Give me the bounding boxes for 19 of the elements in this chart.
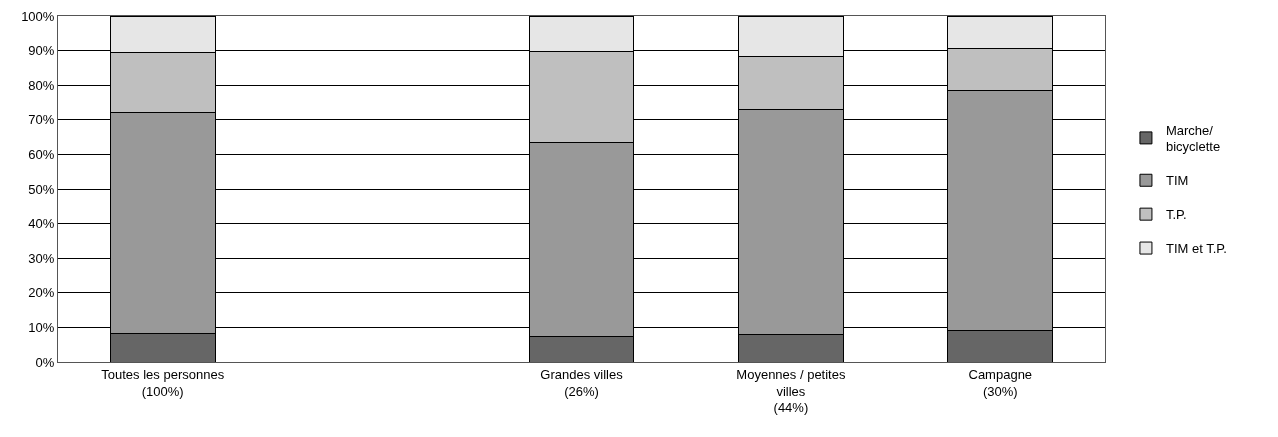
y-tick-label: 100%: [21, 8, 55, 24]
y-tick-label: 60%: [28, 146, 55, 162]
y-tick-label: 20%: [28, 285, 55, 301]
legend-label: TIM: [1165, 173, 1189, 189]
x-tick-label: Campagne (30%): [968, 366, 1033, 399]
y-tick-label: 80%: [28, 77, 55, 93]
y-tick-label: 40%: [28, 216, 55, 232]
y-tick-label: 0%: [35, 354, 55, 370]
y-tick-label: 50%: [28, 181, 55, 197]
y-tick-label: 10%: [28, 319, 55, 335]
legend-label: T.P.: [1165, 207, 1187, 223]
y-tick-label: 90%: [28, 43, 55, 59]
x-tick-label: Moyennes / petites villes (44%): [736, 366, 846, 416]
x-tick-label: Grandes villes (26%): [540, 366, 624, 399]
legend-label: TIM et T.P.: [1165, 241, 1227, 257]
y-tick-label: 70%: [28, 112, 55, 128]
y-tick-label: 30%: [28, 250, 55, 266]
legend-label: Marche/ bicyclette: [1165, 122, 1221, 155]
x-tick-label: Toutes les personnes (100%): [101, 366, 225, 399]
